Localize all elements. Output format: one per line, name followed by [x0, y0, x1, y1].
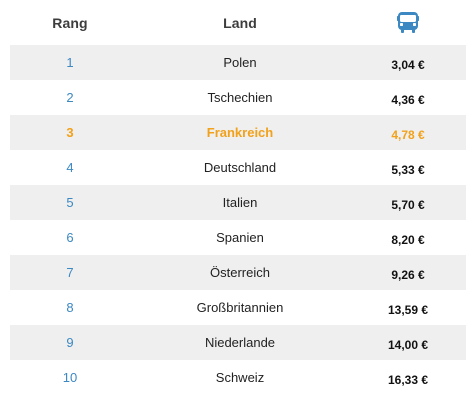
country-cell: Deutschland	[130, 150, 350, 185]
rank-value: 4	[66, 160, 74, 175]
table-row: 4 Deutschland 5,33 €	[10, 150, 466, 185]
country-header-cell: Land	[130, 0, 350, 45]
country-cell: Polen	[130, 45, 350, 80]
price-cell: 4,36 €	[350, 80, 466, 115]
country-name: Tschechien	[207, 90, 273, 105]
country-cell: Italien	[130, 185, 350, 220]
price-cell: 9,26 €	[350, 255, 466, 290]
price-cell: 3,04 €	[350, 45, 466, 80]
price-value: 9,26 €	[391, 267, 425, 282]
price-cell: 8,20 €	[350, 220, 466, 255]
rank-cell: 10	[10, 360, 130, 395]
price-cell: 4,78 €	[350, 115, 466, 150]
price-value: 4,78 €	[391, 127, 425, 142]
table-row: 9 Niederlande 14,00 €	[10, 325, 466, 360]
rank-cell: 9	[10, 325, 130, 360]
country-cell: Österreich	[130, 255, 350, 290]
price-value: 3,04 €	[391, 57, 425, 72]
rank-value: 8	[66, 300, 74, 315]
price-value: 16,33 €	[387, 372, 429, 387]
table-row: 6 Spanien 8,20 €	[10, 220, 466, 255]
rank-value: 1	[66, 55, 74, 70]
price-value: 13,59 €	[387, 302, 429, 317]
rank-value: 3	[66, 125, 74, 140]
rank-value: 9	[66, 335, 74, 350]
rank-value: 7	[66, 265, 74, 280]
rank-cell: 7	[10, 255, 130, 290]
table-row: 1 Polen 3,04 €	[10, 45, 466, 80]
price-cell: 5,70 €	[350, 185, 466, 220]
rank-value: 6	[66, 230, 74, 245]
rank-cell: 6	[10, 220, 130, 255]
country-name: Spanien	[216, 230, 264, 245]
price-value: 5,70 €	[391, 197, 425, 212]
country-cell: Tschechien	[130, 80, 350, 115]
country-cell: Großbritannien	[130, 290, 350, 325]
table-body: 1 Polen 3,04 € 2 Tschechien 4,36 € 3 Fra…	[10, 45, 466, 395]
price-cell: 16,33 €	[350, 360, 466, 395]
bus-icon	[397, 10, 419, 35]
country-name: Polen	[223, 55, 257, 70]
price-value: 14,00 €	[387, 337, 429, 352]
table-row-highlighted: 3 Frankreich 4,78 €	[10, 115, 466, 150]
price-cell: 13,59 €	[350, 290, 466, 325]
country-cell: Niederlande	[130, 325, 350, 360]
rank-cell: 2	[10, 80, 130, 115]
rank-cell: 4	[10, 150, 130, 185]
rank-header: Rang	[52, 14, 88, 31]
rank-header-cell: Rang	[10, 0, 130, 45]
country-header: Land	[223, 14, 257, 31]
country-cell: Frankreich	[130, 115, 350, 150]
rank-value: 10	[62, 370, 78, 385]
rank-value: 2	[66, 90, 74, 105]
rank-cell: 8	[10, 290, 130, 325]
country-name: Frankreich	[206, 125, 274, 140]
table-header: Rang Land	[10, 0, 466, 45]
country-name: Großbritannien	[196, 300, 284, 315]
price-value: 4,36 €	[391, 92, 425, 107]
country-name: Italien	[222, 195, 258, 210]
country-name: Niederlande	[204, 335, 276, 350]
table-row: 10 Schweiz 16,33 €	[10, 360, 466, 395]
price-cell: 14,00 €	[350, 325, 466, 360]
country-name: Österreich	[210, 265, 270, 280]
price-header-cell	[350, 0, 466, 45]
table-row: 2 Tschechien 4,36 €	[10, 80, 466, 115]
price-value: 5,33 €	[391, 162, 425, 177]
country-name: Schweiz	[215, 370, 265, 385]
table-row: 7 Österreich 9,26 €	[10, 255, 466, 290]
price-cell: 5,33 €	[350, 150, 466, 185]
rank-cell: 3	[10, 115, 130, 150]
country-name: Deutschland	[203, 160, 277, 175]
country-cell: Spanien	[130, 220, 350, 255]
rank-value: 5	[66, 195, 74, 210]
price-value: 8,20 €	[391, 232, 425, 247]
rank-cell: 1	[10, 45, 130, 80]
country-cell: Schweiz	[130, 360, 350, 395]
table-row: 5 Italien 5,70 €	[10, 185, 466, 220]
table-row: 8 Großbritannien 13,59 €	[10, 290, 466, 325]
rank-cell: 5	[10, 185, 130, 220]
